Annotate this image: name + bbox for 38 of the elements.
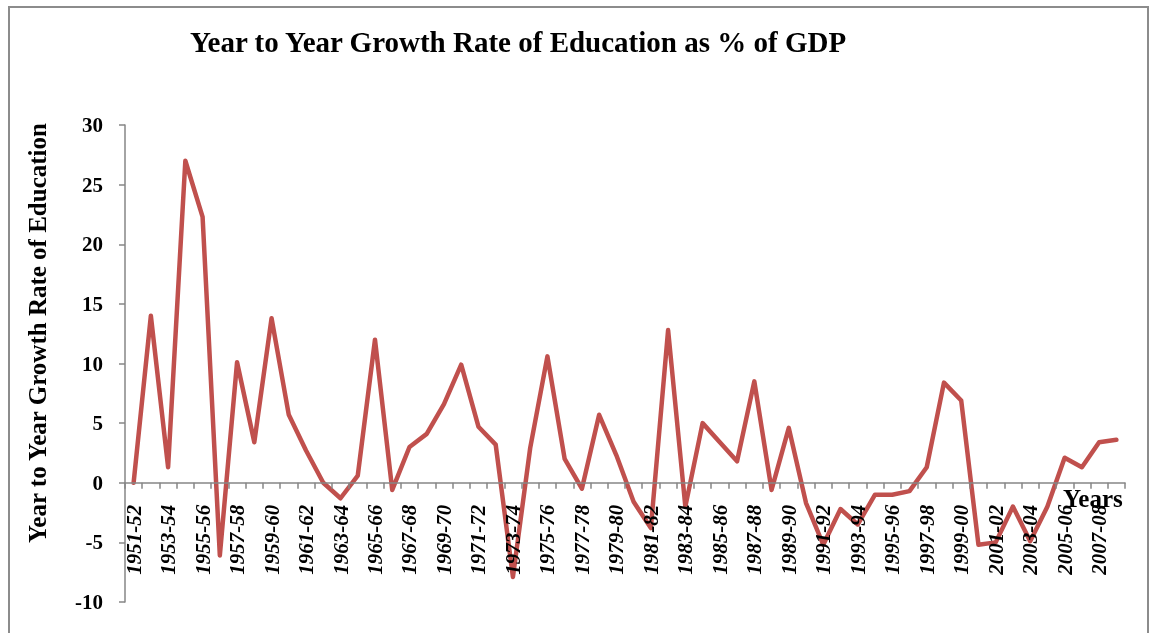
x-tick-label: 1981-82 [638, 504, 663, 575]
x-tick-label: 1991-92 [811, 504, 836, 575]
y-tick-label: 25 [82, 172, 103, 197]
x-tick-label: 1983-84 [673, 504, 698, 575]
x-tick-label: 1973-74 [500, 504, 525, 575]
y-tick-label: 20 [82, 232, 103, 257]
x-tick-label: 1965-66 [363, 504, 387, 575]
x-tick-label: 1963-64 [328, 504, 353, 575]
x-tick-label: 1979-80 [604, 504, 629, 575]
x-tick-label: 1961-62 [294, 504, 319, 575]
y-tick-label: -5 [85, 530, 103, 555]
y-tick-label: 30 [82, 113, 103, 137]
x-tick-label: 1953-54 [156, 504, 181, 575]
x-tick-label: 1999-00 [949, 504, 974, 575]
x-tick-label: 2003-04 [1018, 504, 1043, 576]
x-tick-label: 1967-68 [397, 504, 422, 575]
x-tick-label: 1989-90 [776, 504, 801, 575]
x-tick-label: 1975-76 [535, 504, 560, 575]
y-tick-label: 15 [82, 291, 103, 316]
y-tick-label: 10 [82, 351, 103, 376]
x-tick-label: 1995-96 [880, 504, 905, 575]
y-tick-label: 5 [92, 411, 103, 436]
y-tick-label: 0 [92, 470, 103, 495]
chart-title: Year to Year Growth Rate of Education as % of GDP [189, 25, 847, 58]
y-axis-title: Year to Year Growth Rate of Education [24, 122, 51, 543]
x-tick-label: 2001-02 [983, 504, 1008, 576]
x-tick-label: 1971-72 [466, 504, 491, 575]
x-tick-label: 1957-58 [225, 504, 250, 575]
x-tick-label: 1977-78 [569, 504, 594, 575]
x-tick-label: 1959-60 [259, 504, 284, 575]
x-tick-label: 1985-86 [707, 504, 732, 575]
x-tick-label: 1987-88 [742, 504, 767, 575]
x-tick-label: 1993-94 [845, 504, 870, 575]
x-tick-label: 1997-98 [914, 504, 939, 575]
x-tick-label: 1969-70 [431, 504, 456, 575]
x-tick-label: 1955-56 [190, 504, 215, 575]
y-tick-label: -10 [75, 590, 103, 614]
x-tick-label: 1951-52 [121, 504, 146, 575]
